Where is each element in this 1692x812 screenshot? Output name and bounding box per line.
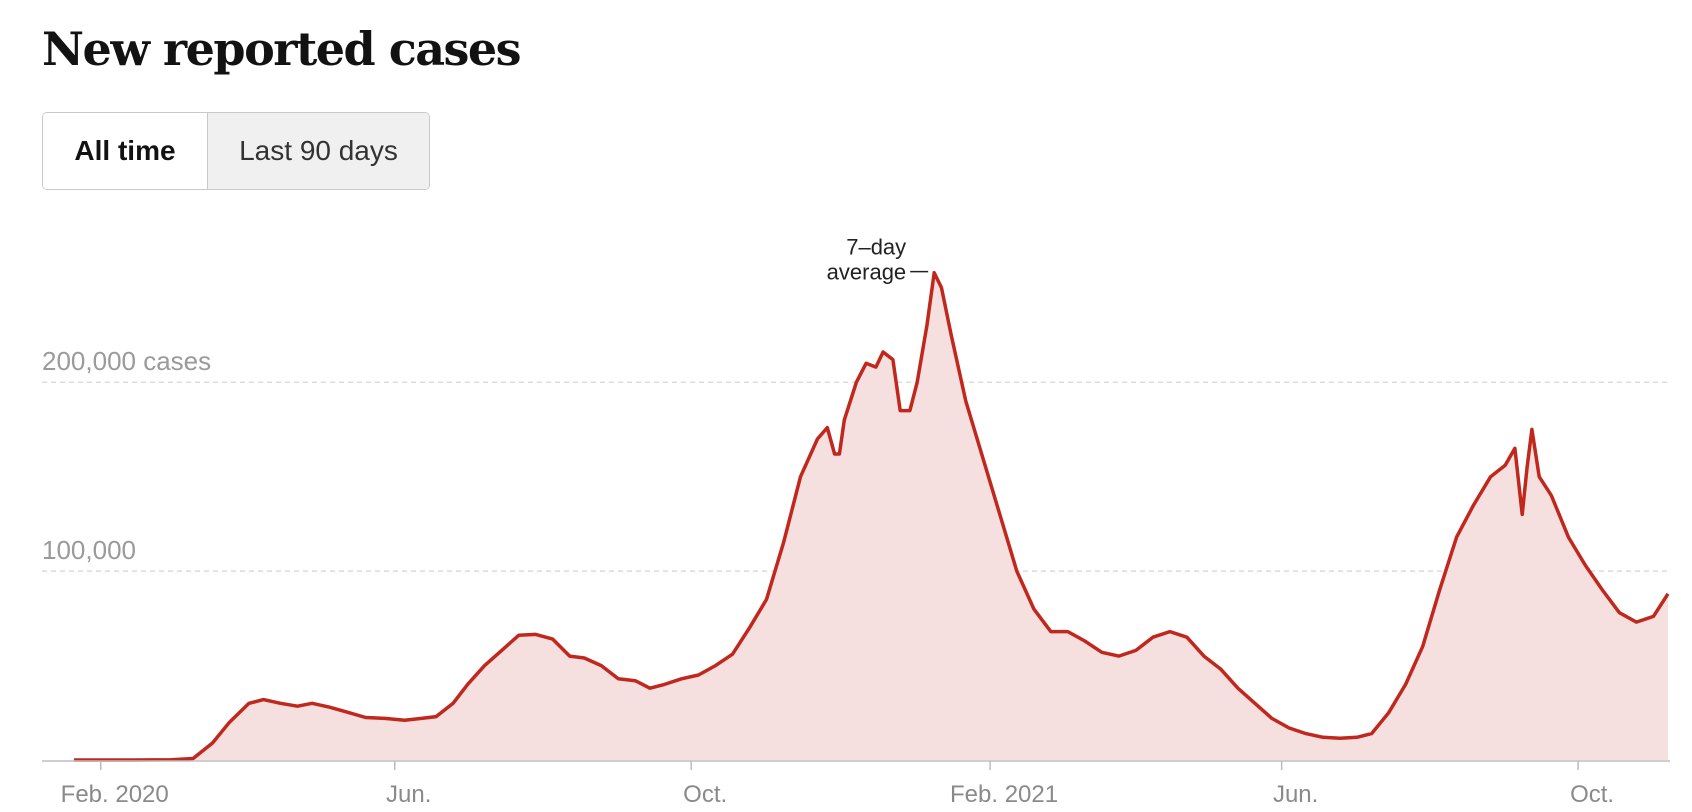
cases-line bbox=[74, 270, 1670, 762]
annotation-label-line2: average bbox=[827, 260, 907, 285]
x-tick-label: Feb. 2021 bbox=[950, 781, 1058, 808]
x-tick-label: Oct. bbox=[683, 781, 727, 808]
x-tick-label: Jun. bbox=[386, 781, 431, 808]
x-tick-label: Oct. bbox=[1570, 781, 1614, 808]
y-tick-label: 100,000 bbox=[42, 535, 136, 565]
y-axis-ticks: 200,000 cases 100,000 bbox=[42, 346, 211, 565]
x-axis-ticks: Feb. 2020 Jun. Oct. Feb. 2021 Jun. Oct. bbox=[61, 761, 1614, 808]
x-tick-label: Feb. 2020 bbox=[61, 781, 169, 808]
cases-area bbox=[74, 272, 1668, 760]
page-title: New reported cases bbox=[42, 22, 522, 76]
last-90-days-button[interactable]: Last 90 days bbox=[208, 113, 429, 189]
x-tick-label: Jun. bbox=[1273, 781, 1318, 808]
all-time-button[interactable]: All time bbox=[43, 113, 208, 189]
y-tick-label: 200,000 cases bbox=[42, 346, 211, 376]
annotation-label-line1: 7–day bbox=[846, 235, 906, 260]
time-range-toggle: All time Last 90 days bbox=[42, 112, 430, 190]
